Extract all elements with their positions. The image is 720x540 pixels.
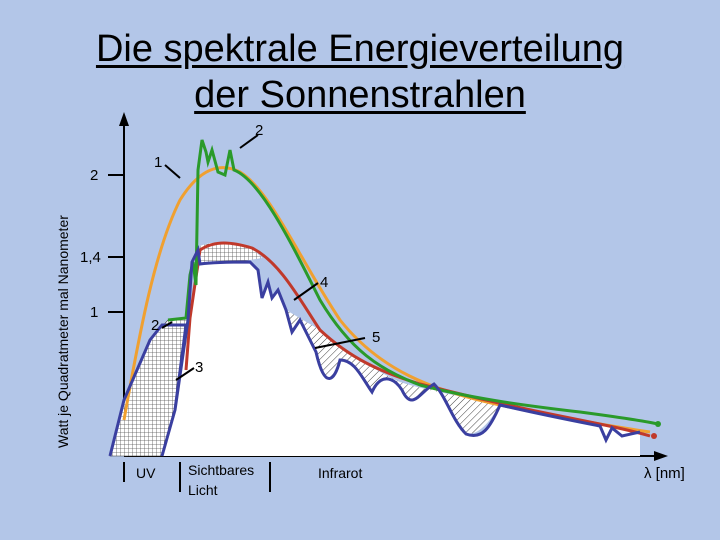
spectrum-fill	[162, 262, 640, 456]
callout-label-5: 5	[372, 329, 380, 346]
y-tick-label-1-4: 1,4	[80, 249, 101, 266]
y-tick-label-1: 1	[90, 304, 98, 321]
callout-line-5	[314, 337, 366, 349]
curve-blue	[108, 245, 641, 457]
y-axis-arrow	[119, 112, 129, 126]
x-axis-arrow	[654, 451, 668, 461]
title-line-1: Die spektrale Energieverteilung	[95, 28, 625, 70]
region-label-infrared: Infrarot	[318, 465, 362, 481]
callout-line-3	[175, 367, 195, 381]
callout-line-4	[293, 282, 319, 301]
callout-label-4: 4	[320, 274, 328, 291]
callout-label-1: 1	[154, 154, 162, 171]
x-axis-label: λ [nm]	[644, 465, 685, 482]
callout-line-2-top	[239, 134, 259, 149]
region-label-visible-1: Sichtbares	[188, 462, 254, 478]
curve-2	[167, 139, 659, 426]
callout-line-2-mid	[161, 321, 173, 329]
curve-red	[184, 241, 651, 438]
region-label-uv: UV	[136, 465, 156, 481]
callout-label-2-top: 2	[255, 122, 263, 139]
page-title: Die spektrale Energieverteilung der Sonn…	[0, 26, 720, 118]
curve-2-end-marker	[655, 421, 661, 427]
y-axis-label: Watt je Quadratmeter mal Nanometer	[55, 215, 71, 448]
region-label-visible-2: Licht	[188, 482, 218, 498]
y-tick-label-2: 2	[90, 167, 98, 184]
curve-red-end-marker	[651, 433, 657, 439]
title-line-2: der Sonnenstrahlen	[194, 74, 526, 116]
callout-line-1	[164, 164, 181, 179]
callout-label-2-mid: 2	[151, 317, 159, 334]
callout-label-3: 3	[195, 359, 203, 376]
